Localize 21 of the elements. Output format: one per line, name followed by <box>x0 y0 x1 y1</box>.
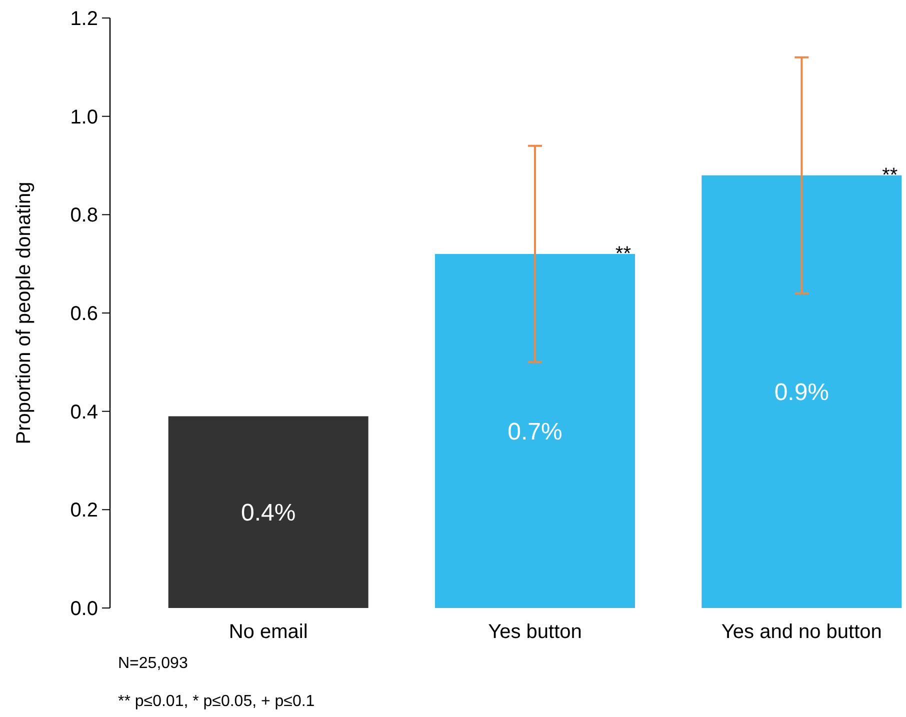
y-axis-title: Proportion of people donating <box>13 182 35 444</box>
bar <box>702 175 902 608</box>
x-tick-label: Yes button <box>488 621 582 643</box>
text: ** p≤0.01, * p≤0.05, + p≤0.1 <box>118 693 315 710</box>
bar <box>168 416 368 608</box>
y-tick-label: 1.0 <box>70 106 98 128</box>
x-tick-label: Yes and no button <box>721 621 882 643</box>
data-label: 0.7% <box>508 418 562 446</box>
y-tick-label: 0.4 <box>70 401 98 424</box>
y-tick-label: 0.2 <box>70 500 98 522</box>
y-tick-label: 0.6 <box>70 303 98 325</box>
text: N=25,093 <box>118 655 188 672</box>
x-tick-label: No email <box>228 621 308 643</box>
data-label: 0.9% <box>774 379 830 406</box>
annotation: ** <box>882 164 898 186</box>
data-label: 0.4% <box>240 500 296 527</box>
y-tick-label: 1.2 <box>70 8 98 30</box>
y-tick-label: 0.8 <box>70 204 98 227</box>
annotation: ** <box>615 243 632 265</box>
bar <box>435 254 635 608</box>
y-tick-label: 0.0 <box>70 598 98 620</box>
